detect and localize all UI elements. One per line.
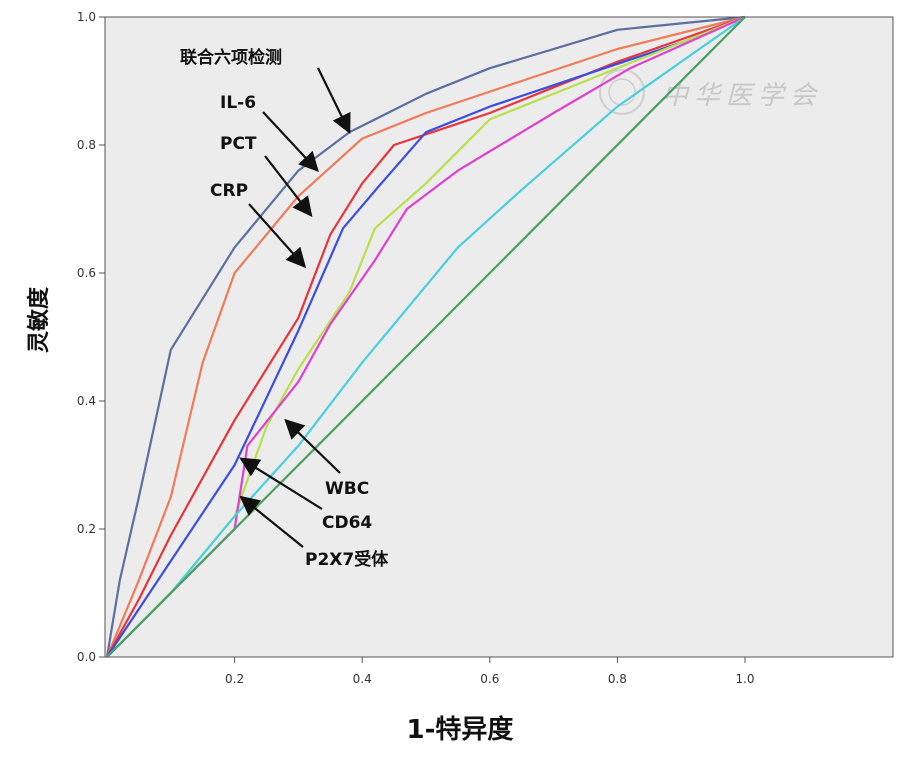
y-tick-label: 0.6: [77, 266, 96, 280]
annotation-arrow: [284, 418, 341, 474]
annotation-label: WBC: [325, 479, 369, 499]
y-tick-label: 0.8: [77, 138, 96, 152]
axis-ticks: 0.0 0.2 0.4 0.6 0.8 1.0 0.2 0.4 0.6 0.8 1.0: [77, 10, 755, 686]
annotation-arrow: [239, 457, 323, 510]
series-line-3: [106, 15, 746, 658]
series-line-7: [106, 16, 746, 658]
annotation-label: P2X7受体: [305, 549, 389, 570]
watermark: 中华医学会: [599, 69, 822, 115]
watermark-seal-icon: [599, 69, 645, 115]
watermark-seal-inner-icon: [608, 78, 636, 106]
y-axis-title: 灵敏度: [26, 286, 52, 353]
plot-frame: [104, 16, 894, 658]
annotations: 联合六项检测 IL-6 PCT CRP WBC CD64 P2X7受体: [180, 47, 389, 570]
watermark-text: 中华医学会: [662, 81, 822, 111]
annotation-arrow: [248, 203, 307, 269]
annotation-label: IL-6: [220, 93, 256, 113]
x-tick-label: 0.6: [480, 672, 499, 686]
plot-area: [105, 17, 893, 657]
annotation-label: 联合六项检测: [180, 47, 282, 68]
series-line-6: [106, 16, 746, 658]
annotation-arrow: [239, 495, 304, 548]
y-tick-label: 0.4: [77, 394, 96, 408]
annotation-arrow: [317, 67, 351, 134]
annotation-arrow: [264, 155, 313, 217]
annotation-label: CD64: [322, 513, 372, 533]
y-tick-label: 0.2: [77, 522, 96, 536]
annotation-label: PCT: [220, 134, 257, 154]
x-tick-label: 0.2: [225, 672, 244, 686]
annotation-label: CRP: [210, 181, 248, 201]
x-axis-title: 1-特异度: [407, 714, 514, 745]
series-line-2: [106, 15, 746, 658]
x-tick-label: 0.4: [353, 672, 372, 686]
annotation-arrow: [262, 111, 319, 173]
y-tick-label: 0.0: [77, 650, 96, 664]
x-tick-label: 1.0: [735, 672, 754, 686]
x-tick-label: 0.8: [608, 672, 627, 686]
y-tick-label: 1.0: [77, 10, 96, 24]
